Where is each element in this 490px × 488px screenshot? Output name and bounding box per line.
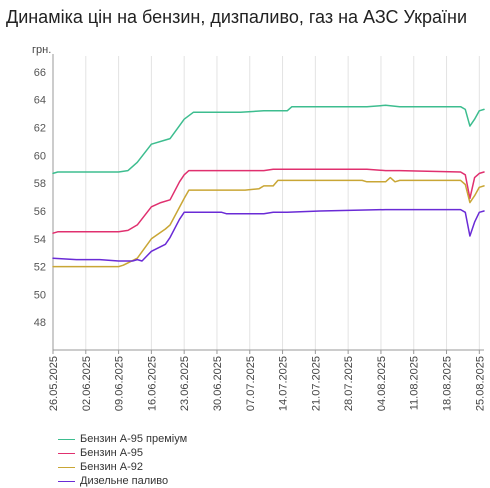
- legend-swatch: [58, 438, 75, 440]
- series-line: [52, 208, 485, 262]
- y-tick-label: 48: [34, 317, 46, 329]
- x-tick-label: 09.06.2025: [114, 356, 126, 411]
- y-tick-label: 50: [34, 289, 46, 301]
- legend-swatch: [58, 466, 75, 468]
- y-axis-unit-label: грн.: [32, 44, 52, 56]
- legend-item: Дизельне паливо: [58, 474, 187, 488]
- x-tick-label: 23.06.2025: [179, 356, 191, 411]
- x-tick-label: 26.05.2025: [48, 356, 60, 411]
- legend-swatch: [58, 452, 75, 454]
- legend-label: Бензин А-92: [80, 461, 143, 473]
- legend-item: Бензин А-95 преміум: [58, 432, 187, 446]
- x-tick-label: 04.08.2025: [376, 356, 388, 411]
- legend-swatch: [58, 480, 75, 482]
- x-tick-label: 18.08.2025: [442, 356, 454, 411]
- y-tick-label: 60: [34, 150, 46, 162]
- x-tick-label: 21.07.2025: [310, 356, 322, 411]
- x-tick-label: 02.06.2025: [81, 356, 93, 411]
- x-tick-label: 16.06.2025: [146, 356, 158, 411]
- x-tick-label: 25.08.2025: [474, 356, 486, 411]
- legend-item: Бензин А-92: [58, 460, 187, 474]
- x-tick-label: 30.06.2025: [212, 356, 224, 411]
- legend-label: Дизельне паливо: [80, 475, 169, 487]
- chart-title: Динаміка цін на бензин, дизпаливо, газ н…: [6, 7, 468, 27]
- series-line: [52, 104, 485, 175]
- legend-label: Бензин А-95: [80, 447, 143, 459]
- y-tick-label: 66: [34, 67, 46, 79]
- y-tick-label: 64: [34, 95, 46, 107]
- y-tick-label: 58: [34, 178, 46, 190]
- chart-legend: Бензин А-95 преміум Бензин А-95 Бензин А-9…: [58, 432, 187, 488]
- y-tick-label: 52: [34, 262, 46, 274]
- y-tick-label: 56: [34, 206, 46, 218]
- y-tick-label: 54: [34, 234, 46, 246]
- x-tick-label: 28.07.2025: [343, 356, 355, 411]
- x-tick-label: 07.07.2025: [245, 356, 257, 411]
- x-tick-label: 14.07.2025: [278, 356, 290, 411]
- y-tick-label: 62: [34, 123, 46, 135]
- x-tick-label: 11.08.2025: [409, 356, 421, 410]
- series-line: [52, 176, 485, 268]
- series-line: [52, 168, 485, 234]
- line-chart: 48 50 52 54 56 58 60 62 64 66 26.05.2025 02.06.2025…: [34, 54, 486, 411]
- legend-label: Бензин А-95 преміум: [80, 433, 188, 445]
- legend-item: Бензин А-95: [58, 446, 187, 460]
